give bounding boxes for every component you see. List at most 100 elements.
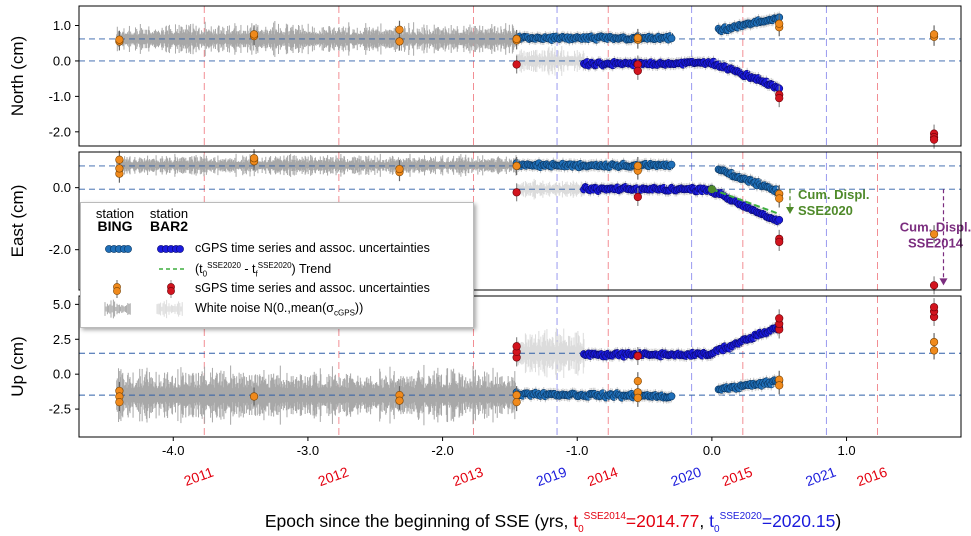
annotation-label: Cum. Displ. [900,219,971,234]
bing-noise [116,153,517,177]
bar2-cgps-series [580,321,784,363]
legend-trend-sup1: SSE2020 [257,261,292,270]
cgps-point [775,215,784,224]
legend-swatch-bing-noise [104,299,131,319]
x-label-part: t [573,511,578,531]
sgps-point [512,34,521,44]
sgps-point [249,30,259,39]
sgps-point [775,237,784,247]
sgps-point [512,342,521,351]
annotation-cum-displ-0: Cum. Displ.SSE2020 [785,187,870,218]
y-tick-label: 2.5 [53,332,71,347]
y-tick-label: 0.0 [53,367,71,382]
legend-swatch-trend [159,268,185,270]
legend-row-noise: White noise N(0.,mean(σcGPS)) [81,299,473,319]
bar2-cgps-series [580,55,784,95]
x-axis: -4.0 -3.0 -2.0 -1.0 0.0 1.0 2011 2012 2013 2014 20… [162,437,889,489]
panel-frame [78,5,962,147]
x-tick-label: -4.0 [162,443,184,458]
year-label-2014: 2012 [316,463,351,489]
sgps-point [249,392,259,401]
bar2-sgps-series [512,298,939,367]
year-label-2014: 2014 [585,463,620,489]
x-label-value: =2014.77 [626,511,699,531]
sgps-point [775,19,784,28]
legend-swatch-bing-cgps [105,245,132,253]
annotation-arrow-head [939,278,948,286]
sgps-point [395,37,404,46]
sgps-point [929,303,939,312]
y-axis-label: North (cm) [8,36,27,116]
sgps-point [929,230,939,239]
panel-north: -2.0 -1.0 0.0 1.0 North (cm) [8,5,962,149]
legend-label-cgps: cGPS time series and assoc. uncertaintie… [195,241,430,255]
legend-swatch-bing-sgps [113,280,121,298]
legend-col-bar2: station BAR2 [143,207,195,233]
legend-col1-name: BING [97,218,133,234]
y-axis-label: Up (cm) [8,336,27,396]
sgps-point [929,135,939,144]
sgps-point [775,94,784,103]
trend-start-point [707,185,716,194]
annotation-label: Cum. Displ. [798,187,870,202]
legend-swatch-bar2-noise [156,299,183,319]
bing-sgps-series [115,333,939,412]
sgps-point [633,66,642,75]
y-tick-label: 0.0 [53,180,71,195]
legend-row-sgps: sGPS time series and assoc. uncertaintie… [81,279,473,299]
trend-line [711,188,780,215]
annotation-cum-displ-1: Cum. Displ.SSE2014 [900,189,971,286]
x-tick-label: -3.0 [297,443,319,458]
legend-trend-close: ) Trend [291,262,332,277]
bing-cgps-series [512,374,784,404]
sgps-point [512,161,521,171]
y-axis-label: East (cm) [8,185,27,258]
legend-row-trend: (t0SSE2020 - tfSSE2020) Trend [81,259,473,279]
legend-noise-sub: cGPS [334,308,355,318]
legend-trend-mid: - t [240,262,256,277]
sgps-point [633,377,642,386]
sgps-point [929,346,939,355]
legend-trend-sub0: 0 [202,269,208,279]
y-tick-label: 5.0 [53,297,71,312]
y-tick-label: 1.0 [53,18,71,33]
year-label-2014: 2015 [720,463,755,489]
cgps-point [667,34,676,43]
x-label-part: t [709,511,714,531]
bing-sgps-series [115,149,939,244]
legend-col1-title: station [95,206,135,221]
legend: station BING station BAR2 cGPS time seri… [80,202,474,328]
legend-trend-sup0: SSE2020 [207,261,241,270]
year-label-2014: 2013 [450,463,485,489]
x-tick-label: 0.0 [703,443,721,458]
sgps-point [633,192,642,202]
y-tick-label: -2.5 [49,402,71,417]
legend-col-bing: station BING [89,207,141,233]
sgps-point [395,164,404,174]
sgps-point [929,281,939,290]
sgps-point [929,30,939,39]
sgps-point [633,33,642,42]
y-tick-label: 0.0 [53,53,71,68]
x-label-sup: SSE2020 [720,511,763,522]
year-label-2014: 2016 [854,463,889,489]
x-label-sub: 0 [578,524,584,535]
sgps-point [395,25,404,34]
year-label-2020: 2020 [669,463,704,489]
cgps-point [667,160,676,169]
sgps-point [633,161,642,171]
sgps-point [775,381,784,390]
x-tick-label: -1.0 [566,443,588,458]
x-label-part: ) [835,511,841,531]
year-label-2020: 2019 [534,463,569,489]
sgps-point [512,60,521,69]
annotation-label: SSE2020 [798,203,853,218]
sgps-point [249,154,259,163]
legend-row-cgps: cGPS time series and assoc. uncertaintie… [81,239,473,259]
sgps-point [929,337,939,347]
y-tick-label: -1.0 [49,89,71,104]
annotation-arrow-head [785,207,794,215]
x-axis-label: Epoch since the beginning of SSE (yrs, t… [265,511,841,535]
sgps-point [115,155,124,164]
sgps-point [775,194,784,203]
